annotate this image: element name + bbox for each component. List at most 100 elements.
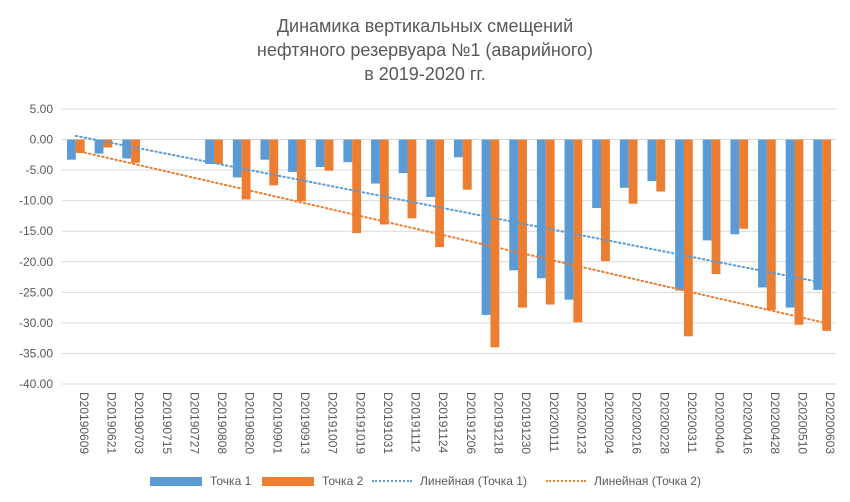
bar-series-1 <box>509 139 519 271</box>
x-tick-label: D20200228 <box>657 392 671 454</box>
bar-series-1 <box>66 139 76 160</box>
y-tick-label: 5.00 <box>30 102 54 116</box>
bar-series-2 <box>435 139 445 248</box>
bar-series-1 <box>398 139 408 174</box>
legend-swatch-series-2 <box>262 476 314 486</box>
bar-series-1 <box>288 139 297 172</box>
bar-series-2 <box>214 139 223 164</box>
bar-series-2 <box>103 139 113 148</box>
bar-series-2 <box>269 139 279 186</box>
bar-series-1 <box>481 139 491 315</box>
bar-series-2 <box>462 139 472 190</box>
legend-swatch-trend-2 <box>546 480 586 482</box>
x-tick-label: D20190727 <box>187 392 201 454</box>
bar-series-1 <box>426 139 436 197</box>
y-tick-label: -20.00 <box>19 255 53 269</box>
y-tick-label: 0.00 <box>30 133 54 147</box>
bar-series-2 <box>379 139 389 225</box>
bar-series-2 <box>766 139 776 311</box>
bar-series-2 <box>628 139 638 204</box>
y-tick-label: -25.00 <box>19 285 53 299</box>
x-tick-label: D20200204 <box>602 392 616 454</box>
bar-series-1 <box>371 139 380 184</box>
x-tick-label: D20191124 <box>436 392 450 453</box>
legend-item-trend-2: Линейная (Точка 2) <box>546 470 701 492</box>
bar-series-1 <box>232 139 242 178</box>
x-tick-label: D20190715 <box>160 392 174 454</box>
x-tick-label: D20191019 <box>353 392 367 454</box>
x-tick-label: D20191206 <box>464 392 478 454</box>
bar-series-1 <box>758 139 767 288</box>
x-tick-label: D20200416 <box>740 392 754 454</box>
x-tick-label: D20190609 <box>77 392 91 454</box>
bar-series-1 <box>94 139 104 154</box>
x-tick-label: D20191031 <box>381 392 395 454</box>
x-tick-label: D20191218 <box>491 392 505 454</box>
x-tick-label: D20190808 <box>215 392 229 454</box>
legend-label-series-1: Точка 1 <box>210 474 252 488</box>
bar-series-2 <box>683 139 693 337</box>
bar-series-1 <box>730 139 740 235</box>
legend-label-trend-2: Линейная (Точка 2) <box>594 474 701 488</box>
trendline-1 <box>74 134 824 284</box>
x-tick-label: D20190820 <box>243 392 257 454</box>
legend-item-series-1: Точка 1 <box>150 470 251 492</box>
legend-label-trend-1: Линейная (Точка 1) <box>420 474 527 488</box>
bar-series-1 <box>536 139 546 279</box>
bar-series-2 <box>739 139 749 229</box>
y-tick-label: -15.00 <box>19 224 53 238</box>
y-tick-label: -10.00 <box>19 194 53 208</box>
bar-series-1 <box>564 139 574 300</box>
bar-series-1 <box>315 139 325 168</box>
chart-title-line-2: нефтяного резервуара №1 (аварийного) <box>256 40 594 60</box>
x-tick-label: D20190621 <box>104 392 118 454</box>
legend-swatch-series-1 <box>150 476 202 486</box>
bar-series-2 <box>601 139 610 262</box>
bar-series-1 <box>453 139 463 158</box>
bar-series-2 <box>545 139 555 305</box>
x-tick-label: D20200123 <box>574 392 588 454</box>
bar-series-1 <box>205 139 215 164</box>
x-tick-label: D20191230 <box>519 392 533 454</box>
x-tick-label: D20200216 <box>630 392 644 454</box>
bar-series-1 <box>675 139 684 291</box>
bar-series-2 <box>490 139 500 348</box>
legend-item-series-2: Точка 2 <box>262 470 363 492</box>
legend-item-trend-1: Линейная (Точка 1) <box>372 470 527 492</box>
x-tick-label: D20191112 <box>409 392 423 453</box>
chart-title-line-3: в 2019-2020 гг. <box>364 64 486 84</box>
bar-series-2 <box>324 139 334 171</box>
x-tick-label: D20200603 <box>823 392 837 454</box>
legend: Точка 1 Точка 2 Линейная (Точка 1) Линей… <box>0 470 850 492</box>
bar-series-2 <box>573 139 583 323</box>
legend-swatch-trend-1 <box>372 480 412 482</box>
bar-series-1 <box>122 139 132 159</box>
chart-title-line-1: Динамика вертикальных смещений <box>276 16 574 36</box>
y-tick-label: -35.00 <box>19 346 53 360</box>
trendline-2 <box>74 149 824 324</box>
bar-series-2 <box>131 139 140 163</box>
bar-series-2 <box>241 139 251 200</box>
bar-series-2 <box>822 139 832 331</box>
x-tick-label: D20190703 <box>132 392 146 454</box>
x-tick-label: D20200311 <box>685 392 699 453</box>
x-tick-label: D20190913 <box>298 392 312 454</box>
legend-label-series-2: Точка 2 <box>322 474 364 488</box>
bar-series-2 <box>794 139 804 325</box>
bar-series-2 <box>352 139 362 234</box>
bar-series-1 <box>343 139 353 163</box>
bar-series-1 <box>260 139 270 160</box>
bar-series-1 <box>813 139 823 290</box>
bar-series-2 <box>711 139 721 274</box>
bar-series-1 <box>785 139 795 308</box>
x-tick-label: D20190901 <box>270 392 284 454</box>
x-tick-label: D20200111 <box>547 392 561 453</box>
bar-series-1 <box>702 139 712 241</box>
x-tick-label: D20200510 <box>796 392 810 454</box>
bar-series-2 <box>656 139 666 192</box>
x-tick-label: D20200428 <box>768 392 782 454</box>
bar-series-1 <box>592 139 602 208</box>
bar-series-2 <box>296 139 306 202</box>
